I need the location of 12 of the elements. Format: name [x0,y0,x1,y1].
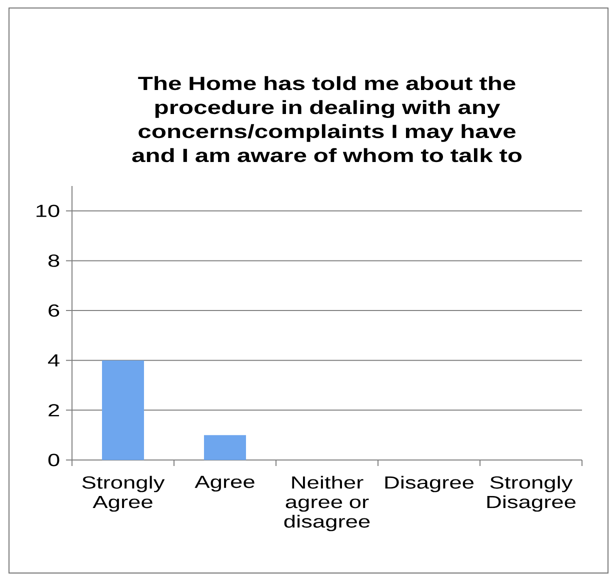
x-tick-label: Strongly Agree [82,476,165,512]
x-tick-label: Strongly Disagree [487,476,576,512]
y-tick-label: 0 [48,454,60,466]
y-tick-label: 2 [48,404,59,416]
y-tick-label: 6 [48,304,60,317]
x-tick-label: Agree [194,476,254,492]
y-tick-label: 8 [48,254,60,267]
chart-title: The Home has told me about the procedure in dealing with any concerns/complaints I may have and I am aware of whom to talk to [132,76,522,162]
x-tick-label: Disagree [385,476,474,492]
y-tick-label: 4 [48,354,60,366]
y-tick-label: 10 [36,204,60,218]
x-tick-label: Neither agree or disagree [284,476,370,532]
